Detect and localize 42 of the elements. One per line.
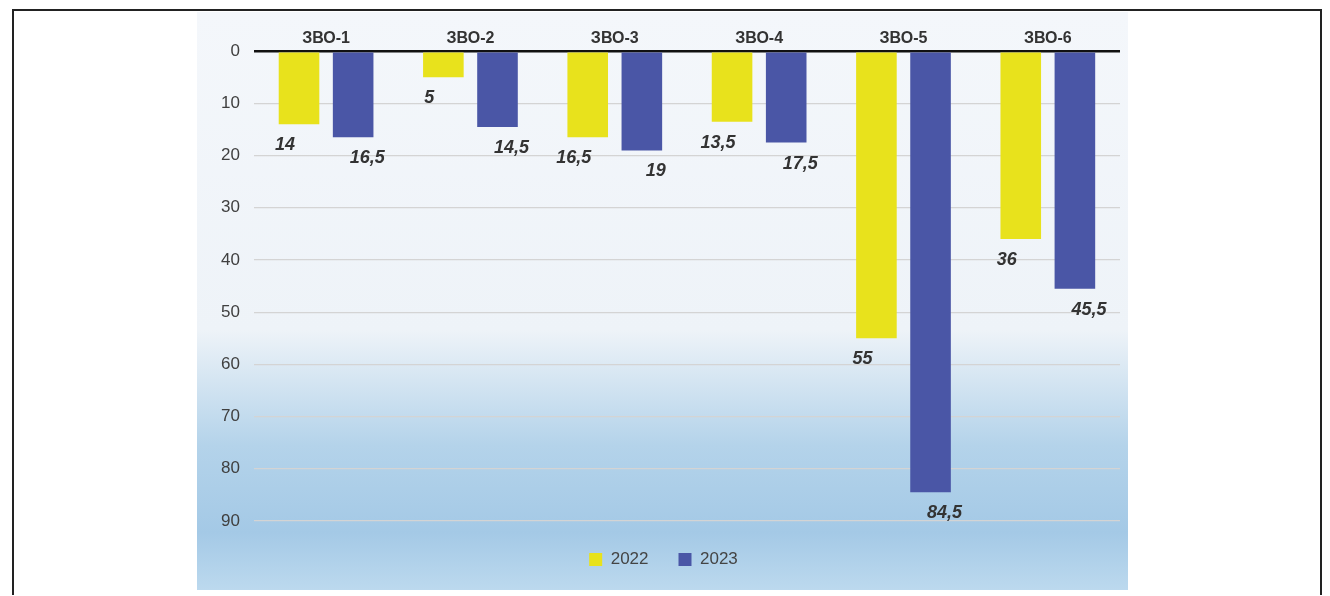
x-tick-label: ЗВО-4 [735,29,784,47]
y-tick-label: 60 [220,354,240,374]
y-tick-label: 80 [220,458,240,478]
bar [477,52,518,127]
bar [711,52,753,122]
x-tick-label: ЗВО-5 [879,29,928,47]
data-label: 14,5 [493,136,530,157]
data-label: 16,5 [556,147,593,168]
data-label: 36 [996,249,1018,270]
x-tick-label: ЗВО-3 [590,29,639,47]
y-tick-label: 0 [230,40,240,60]
data-label: 17,5 [782,152,819,173]
bar [856,52,897,339]
x-tick-label: ЗВО-1 [302,29,351,47]
data-label: 13,5 [700,131,737,152]
legend-label: 2022 [610,549,649,569]
y-tick-label: 20 [220,145,240,165]
y-tick-label: 40 [220,249,240,269]
bar [621,52,663,151]
data-label: 16,5 [349,147,386,168]
bar [1000,52,1042,240]
bar [332,52,374,138]
x-tick-label: ЗВО-6 [1023,29,1072,47]
y-tick-label: 10 [220,93,240,113]
y-tick-label: 30 [220,197,240,217]
bar [910,52,951,493]
y-tick-label: 90 [220,510,240,530]
y-tick-label: 70 [220,406,240,426]
data-label: 45,5 [1070,298,1108,319]
bar [1054,52,1096,289]
data-label: 84,5 [927,502,964,523]
bar [567,52,609,138]
bar [278,52,320,125]
legend-label: 2023 [700,549,738,569]
bar [423,52,464,78]
x-tick-label: ЗВО-2 [446,29,495,47]
data-label: 5 [424,87,436,108]
bar [765,52,807,143]
data-label: 55 [852,348,874,369]
data-label: 19 [645,160,666,181]
data-label: 14 [275,134,296,155]
y-tick-label: 50 [220,301,240,321]
